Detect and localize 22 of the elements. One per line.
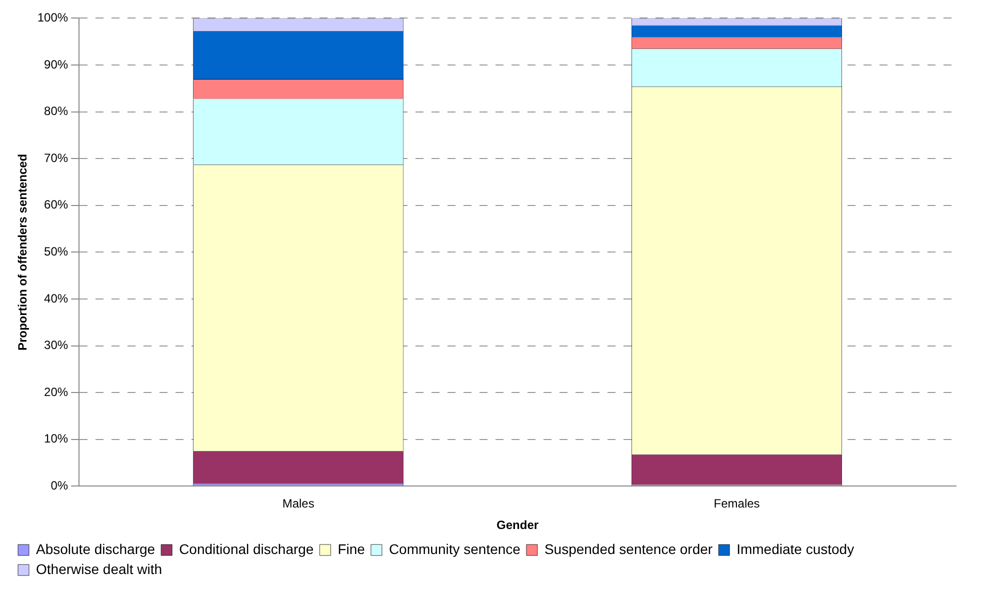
legend-label: Fine: [338, 540, 366, 557]
y-tick-label: 50%: [44, 244, 68, 259]
x-axis-title: Gender: [496, 518, 539, 532]
legend-label: Suspended sentence order: [544, 540, 713, 557]
y-tick-label: 20%: [44, 384, 68, 399]
y-tick-label: 90%: [44, 57, 68, 72]
y-axis-title: Proportion of offenders sentenced: [16, 154, 30, 351]
y-tick-label: 10%: [44, 432, 68, 446]
y-tick-label: 0%: [50, 478, 68, 493]
legend-label: Otherwise dealt with: [36, 560, 162, 577]
legend-label: Community sentence: [388, 540, 521, 557]
legend-label: Absolute discharge: [36, 540, 156, 557]
x-tick-label: Females: [714, 496, 760, 511]
y-tick-label: 40%: [44, 291, 68, 306]
y-tick-label: 80%: [44, 104, 68, 118]
x-tick-label: Males: [282, 496, 314, 511]
y-tick-label: 30%: [44, 338, 68, 352]
y-tick-label: 100%: [37, 10, 68, 25]
y-tick-label: 60%: [44, 198, 68, 212]
legend-label: Conditional discharge: [179, 540, 314, 557]
legend-label: Immediate custody: [736, 540, 854, 557]
y-tick-label: 70%: [44, 150, 68, 165]
